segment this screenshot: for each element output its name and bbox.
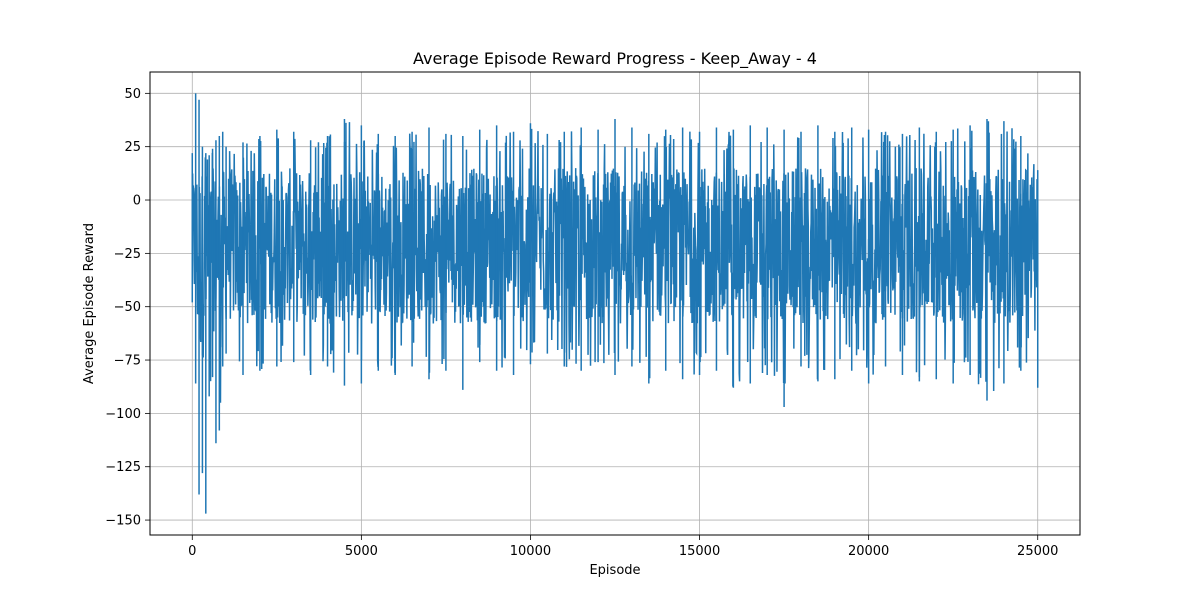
y-tick-label: 0 — [133, 194, 141, 209]
x-tick-label: 20000 — [848, 544, 889, 559]
y-axis-ticks: 50 25 0 −25 −50 −75 −100 −125 −150 — [105, 87, 150, 529]
x-tick-label: 15000 — [679, 544, 720, 559]
y-tick-label: −50 — [114, 300, 141, 315]
chart-title: Average Episode Reward Progress - Keep_A… — [413, 49, 817, 69]
y-tick-label: −25 — [114, 247, 141, 262]
x-tick-label: 5000 — [345, 544, 378, 559]
x-tick-label: 25000 — [1017, 544, 1058, 559]
y-tick-label: −100 — [105, 407, 141, 422]
series-layer — [191, 93, 1039, 514]
y-tick-label: 25 — [124, 140, 141, 155]
x-axis-ticks: 0 5000 10000 15000 20000 25000 — [188, 535, 1058, 559]
x-tick-label: 0 — [188, 544, 196, 559]
y-tick-label: −75 — [114, 354, 141, 369]
y-tick-label: 50 — [124, 87, 141, 102]
y-tick-label: −125 — [105, 460, 141, 475]
plot-area-frame — [149, 71, 1081, 536]
y-tick-label: −150 — [105, 514, 141, 529]
y-axis-title: Average Episode Reward — [82, 223, 97, 384]
x-axis-title: Episode — [589, 563, 640, 578]
x-tick-label: 10000 — [510, 544, 551, 559]
